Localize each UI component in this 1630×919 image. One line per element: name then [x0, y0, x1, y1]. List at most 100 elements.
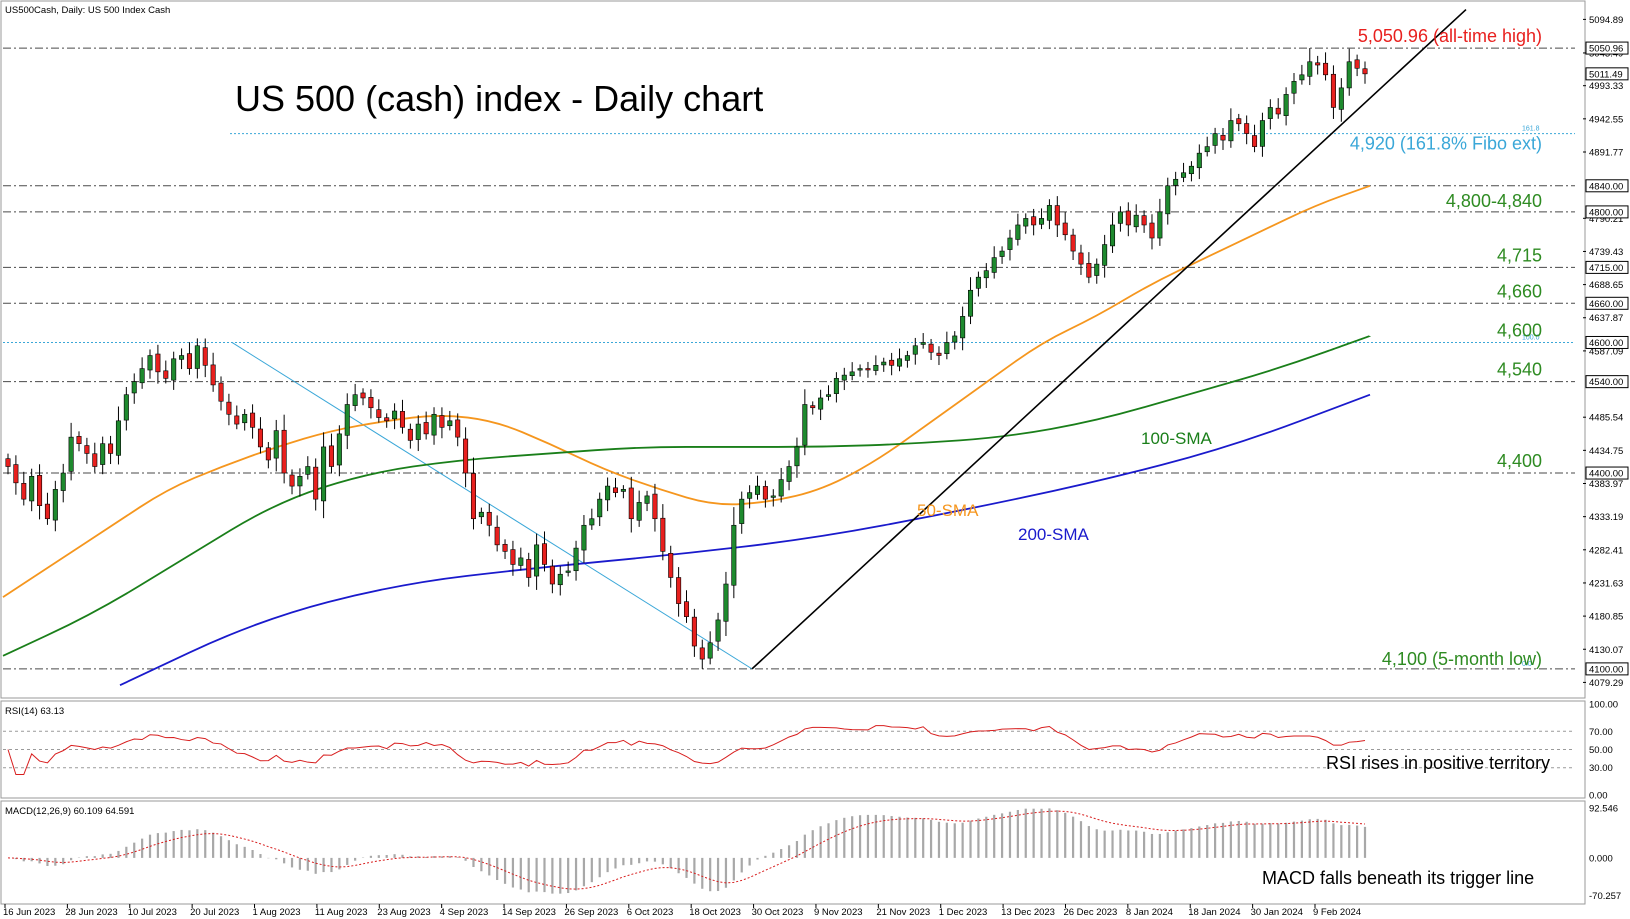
- candle-body: [1275, 107, 1281, 115]
- candle-body: [273, 430, 279, 459]
- candle-body: [904, 355, 910, 361]
- price-box-label: 4600.00: [1589, 338, 1623, 349]
- candle-body: [1078, 252, 1084, 265]
- candle-body: [5, 458, 11, 467]
- candle-body: [802, 404, 808, 446]
- candle-body: [305, 466, 311, 475]
- candle-body: [313, 466, 319, 500]
- candle-body: [660, 517, 666, 552]
- candle-body: [983, 270, 989, 279]
- fibo-tag: 100.0: [1522, 334, 1540, 341]
- sma50-label: 50-SMA: [917, 501, 979, 520]
- candle-body: [691, 616, 697, 647]
- support-trendline: [751, 8, 1467, 670]
- candle-body: [644, 495, 650, 504]
- candle-body: [194, 345, 200, 369]
- rsi-tick-label: 50.00: [1589, 745, 1613, 756]
- candle-body: [44, 503, 50, 520]
- candle-body: [123, 394, 129, 421]
- price-tick-label: 4485.54: [1589, 413, 1623, 424]
- x-tick-label: 21 Nov 2023: [876, 907, 930, 918]
- candle-body: [960, 316, 966, 339]
- price-panel: [0, 0, 1586, 699]
- candle-body: [328, 445, 334, 467]
- candle-body: [1196, 152, 1202, 169]
- macd-signal-line: [7, 810, 1366, 890]
- sma100-label: 100-SMA: [1141, 429, 1213, 448]
- candle-body: [1023, 218, 1029, 227]
- candle-body: [1236, 118, 1242, 125]
- candle-body: [589, 518, 595, 526]
- candle-body: [818, 397, 824, 410]
- price-box-label: 5011.49: [1589, 69, 1623, 80]
- candle-body: [502, 543, 508, 552]
- x-tick-label: 23 Aug 2023: [377, 907, 430, 918]
- candle-body: [100, 443, 106, 465]
- price-tick-label: 4739.43: [1589, 247, 1623, 258]
- candle-body: [108, 443, 114, 454]
- macd-panel: [0, 800, 1586, 905]
- candle-body: [952, 335, 958, 343]
- candle-body: [336, 433, 342, 466]
- candle-body: [1141, 215, 1147, 226]
- x-tick-label: 6 Oct 2023: [627, 907, 673, 918]
- candle-body: [518, 557, 524, 566]
- candle-body: [865, 368, 871, 371]
- candle-body: [1054, 205, 1060, 226]
- x-tick-label: 8 Jan 2024: [1126, 907, 1173, 918]
- candle-body: [289, 474, 295, 487]
- macd-label: MACD(12,26,9) 60.109 64.591: [5, 806, 134, 817]
- candle-body: [628, 487, 634, 520]
- x-tick-label: 13 Dec 2023: [1001, 907, 1055, 918]
- level-label: 4,540: [1497, 360, 1542, 380]
- candle-body: [37, 475, 43, 506]
- candle-body: [360, 392, 366, 399]
- candle-body: [115, 420, 121, 456]
- sma200-line: [119, 393, 1371, 687]
- candle-body: [226, 401, 232, 415]
- candle-body: [1220, 134, 1226, 141]
- candle-body: [534, 544, 540, 577]
- candle-body: [265, 447, 271, 461]
- candle-body: [510, 549, 516, 565]
- x-tick-label: 30 Jan 2024: [1251, 907, 1303, 918]
- candle-body: [250, 412, 256, 428]
- candle-body: [668, 553, 674, 578]
- candle-body: [1094, 263, 1100, 276]
- macd-tick-label: 92.546: [1589, 804, 1618, 815]
- candle-body: [368, 397, 374, 409]
- candle-body: [202, 347, 208, 366]
- candle-body: [242, 413, 248, 424]
- price-tick-label: 4688.65: [1589, 280, 1623, 291]
- level-label: 4,715: [1497, 245, 1542, 265]
- candle-body: [478, 511, 484, 518]
- candle-body: [975, 276, 981, 289]
- candle-body: [392, 410, 398, 420]
- price-box-label: 4800.00: [1589, 207, 1623, 218]
- candle-body: [1007, 237, 1013, 250]
- candle-body: [1330, 73, 1336, 108]
- candle-body: [60, 472, 66, 491]
- rsi-tick-label: 100.00: [1589, 700, 1618, 711]
- candle-body: [786, 466, 792, 482]
- candle-body: [565, 570, 571, 573]
- candle-body: [620, 489, 626, 492]
- candle-body: [999, 250, 1005, 257]
- candle-body: [715, 619, 721, 642]
- x-tick-label: 26 Dec 2023: [1063, 907, 1117, 918]
- candle-body: [1204, 146, 1210, 153]
- candle-body: [573, 547, 579, 572]
- candle-body: [186, 353, 192, 369]
- sma50-line: [2, 184, 1371, 598]
- macd-tick-label: 0.000: [1589, 853, 1613, 864]
- rsi-panel: [0, 700, 1586, 799]
- price-box: [1585, 41, 1629, 55]
- candle-body: [1267, 107, 1273, 119]
- candle-body: [912, 345, 918, 355]
- candle-body: [439, 415, 445, 428]
- candle-body: [541, 543, 547, 565]
- candle-body: [21, 483, 27, 500]
- candle-body: [683, 601, 690, 617]
- candle-body: [257, 428, 263, 448]
